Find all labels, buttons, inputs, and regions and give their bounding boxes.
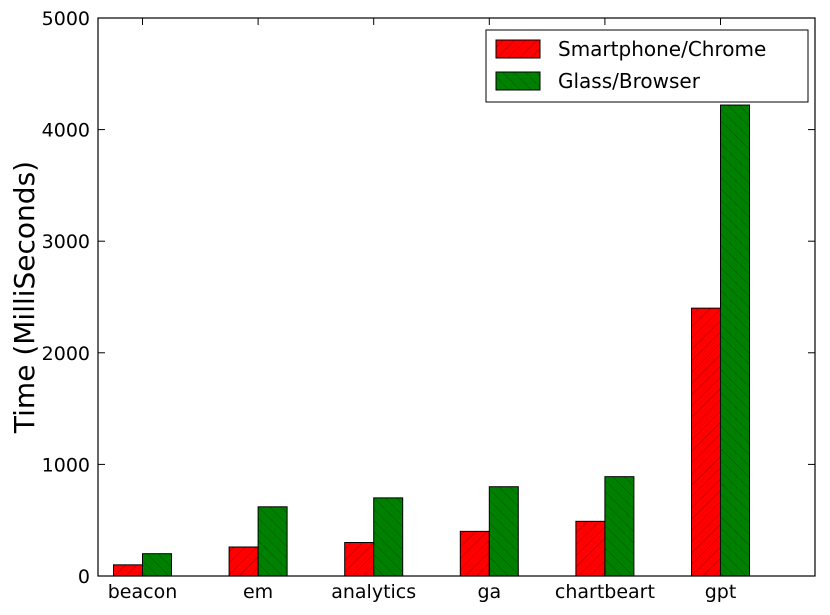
x-axis-ticks: beacon em analytics ga chartbeart gpt <box>108 18 737 603</box>
bar-chartbeart-series-1 <box>575 520 606 577</box>
y-tick-label: 3000 <box>42 231 90 253</box>
legend-label-1: Smartphone/Chrome <box>558 37 766 61</box>
bar-ga-series-2 <box>488 486 519 577</box>
legend-swatch-2 <box>495 71 541 91</box>
bar-chartbeart-series-2 <box>604 476 635 577</box>
bar-em-series-2 <box>257 506 288 577</box>
legend-label-2: Glass/Browser <box>558 69 701 93</box>
bar-em-series-1 <box>228 546 259 577</box>
y-tick-label: 4000 <box>42 120 90 142</box>
bar-gpt-series-1 <box>691 307 721 577</box>
bars-group <box>113 104 750 577</box>
y-axis-label: Time (MilliSeconds) <box>8 161 41 434</box>
bar-beacon-series-1 <box>113 564 143 577</box>
y-tick-label: 2000 <box>42 343 90 365</box>
x-tick-label-ga: ga <box>477 581 501 603</box>
legend-swatch-1 <box>495 39 541 59</box>
bar-gpt-series-2 <box>720 104 750 577</box>
bar-analytics-series-2 <box>373 497 404 577</box>
legend: Smartphone/Chrome Glass/Browser <box>485 29 809 103</box>
x-tick-label-em: em <box>243 581 273 603</box>
x-tick-label-chartbeart: chartbeart <box>555 581 655 603</box>
y-tick-label: 5000 <box>42 8 90 30</box>
x-tick-label-beacon: beacon <box>108 581 178 603</box>
axes-frame <box>97 17 816 577</box>
y-axis-ticks: 0 1000 2000 3000 4000 5000 <box>42 8 815 588</box>
bar-beacon-series-2 <box>142 553 172 577</box>
y-tick-label: 1000 <box>42 454 90 476</box>
bar-ga-series-1 <box>459 530 490 577</box>
x-tick-label-gpt: gpt <box>705 581 737 603</box>
bar-analytics-series-1 <box>344 542 375 577</box>
x-tick-label-analytics: analytics <box>331 581 416 603</box>
y-tick-label: 0 <box>78 566 90 588</box>
